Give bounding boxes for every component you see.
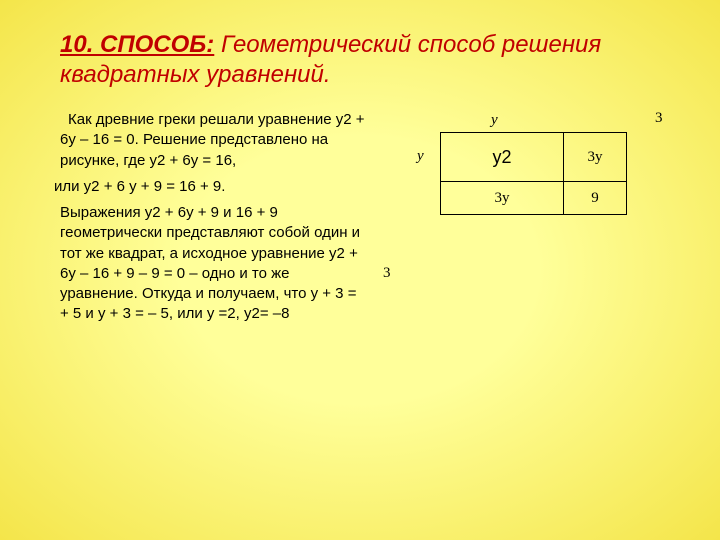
diagram-label-3-bottom: 3 (383, 265, 391, 282)
diagram-area: у 3 у 3 у2 3у 3у 9 (365, 110, 680, 370)
columns: Как древние греки решали уравнение у2 + … (60, 110, 680, 370)
diagram-label-y-top: у (491, 112, 498, 129)
slide-title: 10. СПОСОБ: Геометрический способ решени… (60, 30, 680, 90)
cell-y-squared: у2 (441, 133, 564, 182)
cell-3y-bottom: 3у (441, 182, 564, 215)
cell-nine: 9 (564, 182, 627, 215)
geometric-square: у2 3у 3у 9 (440, 132, 627, 215)
title-lead: 10. СПОСОБ: (60, 31, 214, 58)
paragraph-2: или у2 + 6 у + 9 = 16 + 9. (54, 177, 365, 197)
diagram-label-3-top: 3 (655, 110, 663, 127)
paragraph-1: Как древние греки решали уравнение у2 + … (60, 110, 365, 171)
slide-content: 10. СПОСОБ: Геометрический способ решени… (0, 0, 720, 540)
paragraph-3: Выражения у2 + 6у + 9 и 16 + 9 геометрич… (60, 203, 365, 325)
cell-3y-right: 3у (564, 133, 627, 182)
diagram-label-y-left: у (417, 148, 424, 165)
body-text: Как древние греки решали уравнение у2 + … (60, 110, 365, 331)
